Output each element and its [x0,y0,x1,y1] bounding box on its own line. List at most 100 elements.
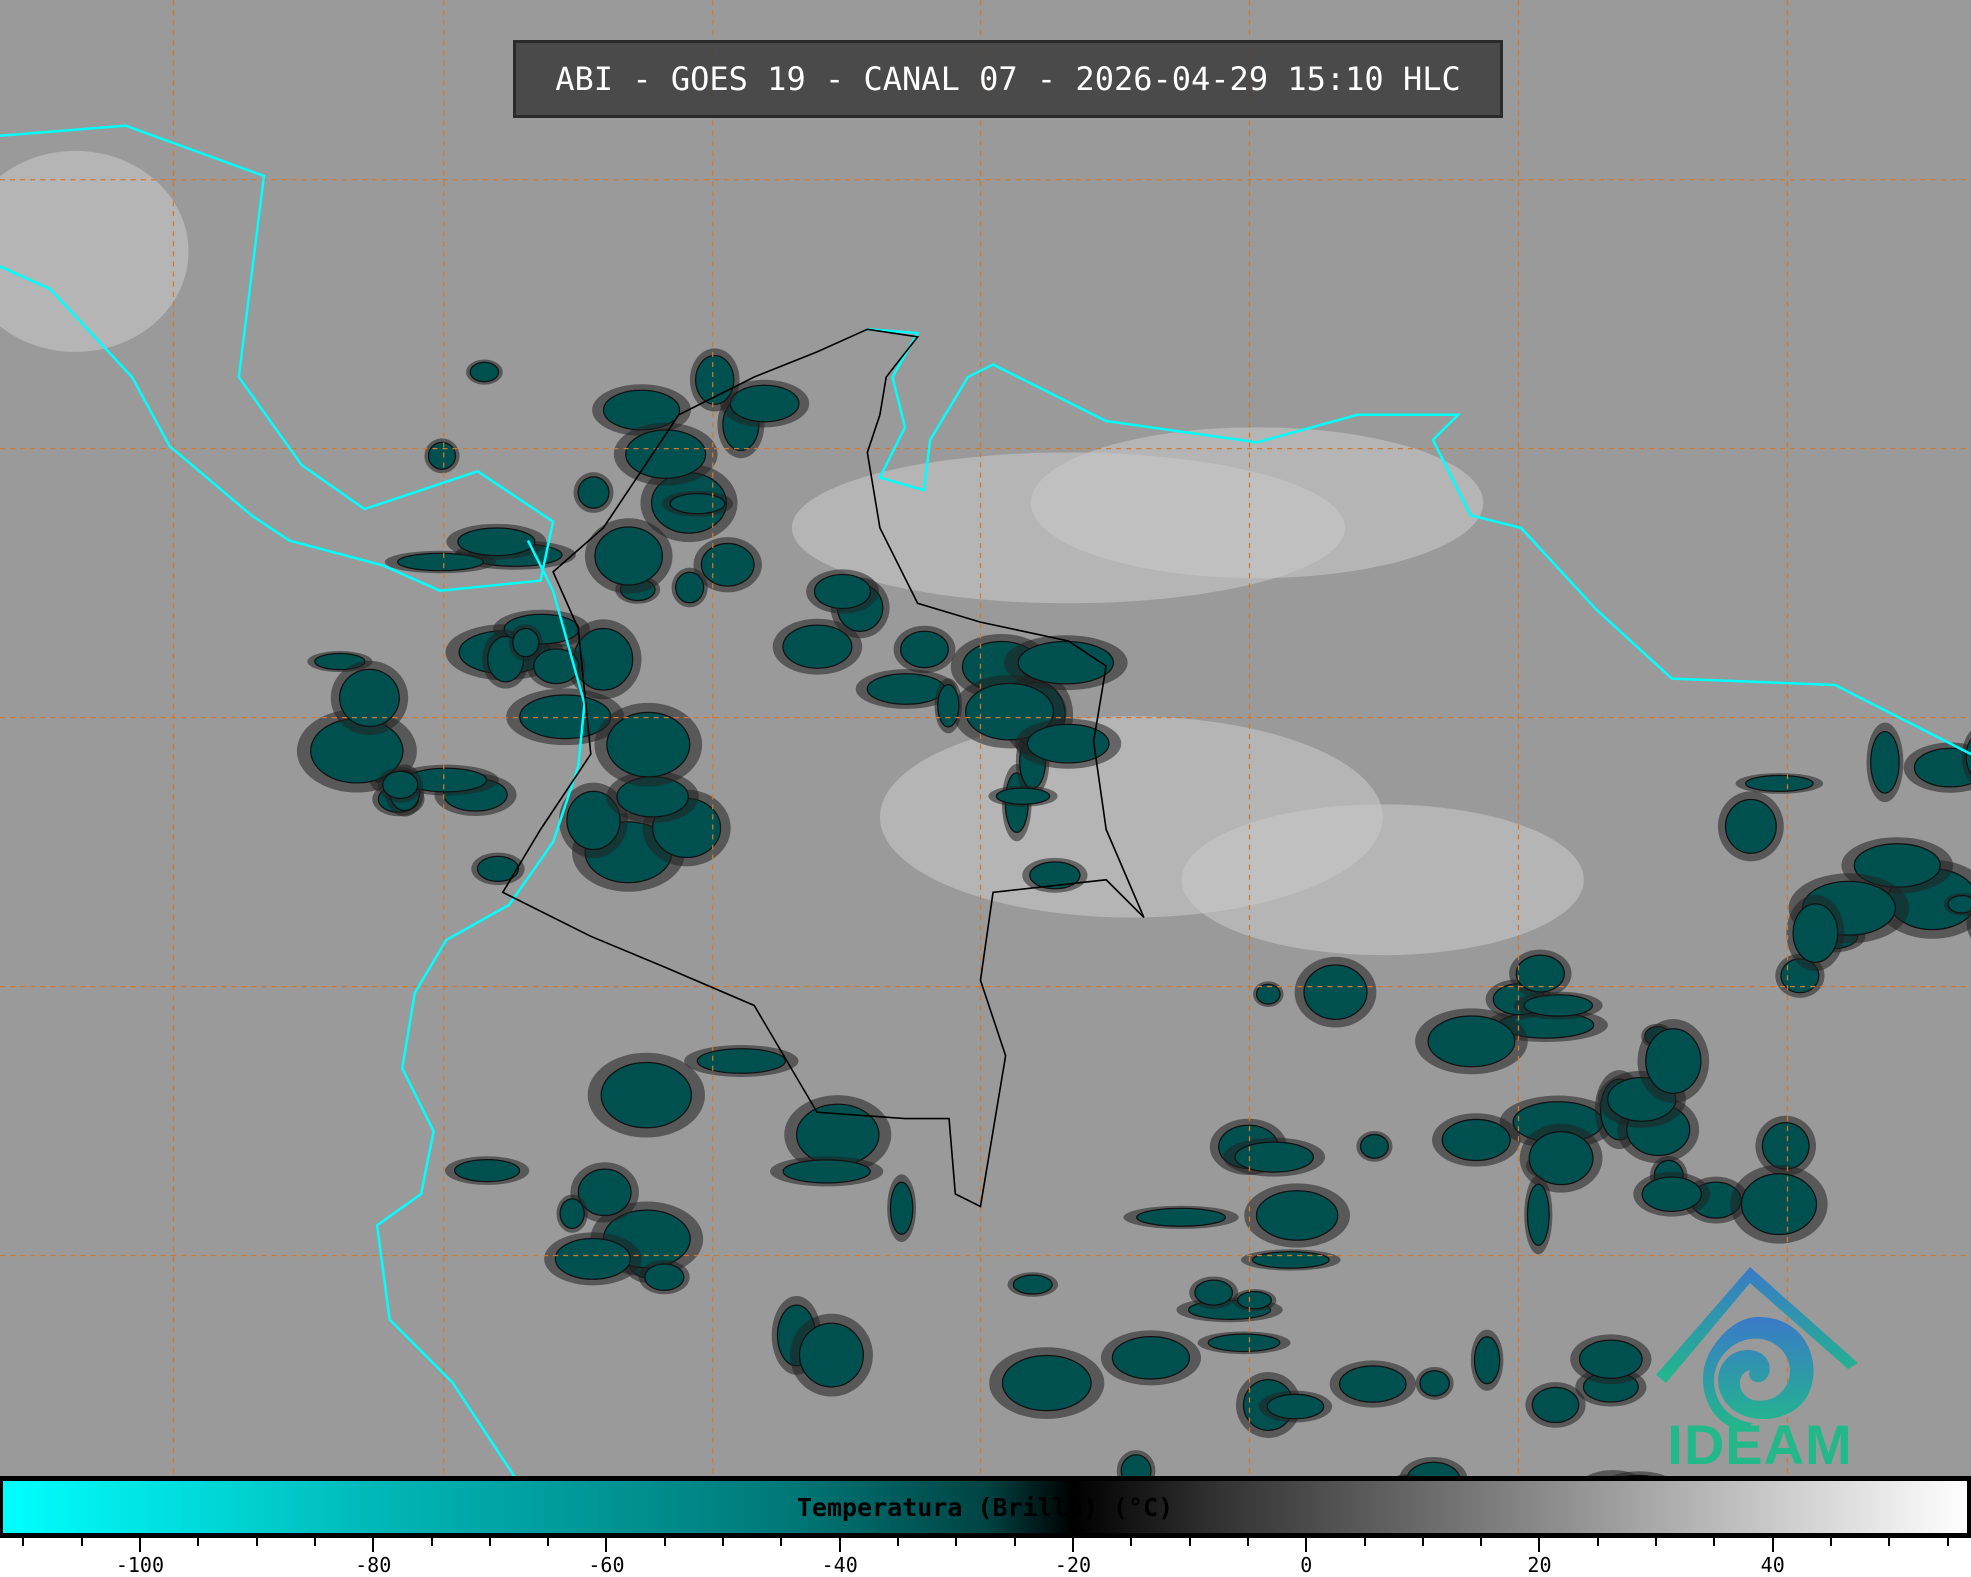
cold-cloud-top [1029,861,1081,890]
tick-label: -80 [355,1553,392,1577]
cold-cloud-top [1338,1365,1407,1403]
colorbar-label: Temperatura (Brillo) (°C) [796,1492,1174,1522]
minor-tick [1246,1538,1249,1546]
colorbar: Temperatura (Brillo) (°C) [3,1481,1967,1533]
minor-tick [1596,1538,1599,1546]
coastline-south-america [375,539,586,1478]
cold-cloud-top [559,1198,585,1230]
minor-tick [1363,1538,1366,1546]
cold-cloud-top [427,441,457,470]
cold-cloud-top [1473,1336,1501,1385]
cold-cloud-top [669,492,726,515]
cold-cloud-top [1515,954,1565,993]
warm-surface-patch [0,150,189,352]
cold-cloud-top [1303,964,1368,1020]
cold-cloud-top [577,476,610,509]
cold-cloud-top [382,770,419,800]
cold-cloud-top [457,527,536,557]
minor-tick [1713,1538,1716,1546]
cold-cloud-top [554,1237,632,1280]
coastline-central-america [0,124,555,592]
cold-cloud-top [1441,1118,1511,1162]
cold-cloud-top [454,1158,521,1183]
cold-cloud-top [577,1168,632,1217]
cold-cloud-top [625,429,707,479]
minor-tick [1013,1538,1016,1546]
minor-tick [80,1538,83,1546]
cold-cloud-top [1026,723,1110,764]
cold-cloud-top [729,384,800,423]
cold-cloud-top [782,1159,871,1184]
title-text: ABI - GOES 19 - CANAL 07 - 2026-04-29 15… [555,60,1461,98]
tick-label: 20 [1527,1553,1552,1577]
minor-tick [430,1538,433,1546]
warm-surface-patch [1030,427,1484,579]
cold-cloud-top [1528,1131,1594,1186]
major-tick [372,1538,375,1552]
minor-tick [1946,1538,1949,1546]
coastline-caribbean [867,328,1971,756]
cold-cloud-top [1740,1173,1818,1236]
cold-cloud-top [1406,1461,1461,1478]
cold-cloud-top [476,855,520,883]
major-tick [1305,1538,1308,1552]
colorbar-ticks: -100 -80 -60 -40 -20 0 20 40 [0,1538,1971,1577]
cold-cloud-top [937,684,960,728]
cold-cloud-top [1523,994,1594,1017]
minor-tick [313,1538,316,1546]
major-tick [1538,1538,1541,1552]
tick-label: -40 [821,1553,858,1577]
lat-lon-grid [0,0,1971,1478]
minor-tick [22,1538,25,1546]
cold-cloud-top [900,630,949,669]
cold-cloud-top [1266,1393,1325,1420]
cold-cloud-top [594,526,664,586]
cold-cloud-top [1947,894,1971,914]
cold-cloud-top [1359,1133,1389,1159]
minor-tick [197,1538,200,1546]
cold-cloud-top [606,711,691,778]
cold-cloud-top [1234,1141,1314,1173]
cold-cloud-top [644,1263,685,1291]
minor-tick [722,1538,725,1546]
cold-cloud-top [1792,903,1839,963]
minor-tick [488,1538,491,1546]
cold-cloud-top [1207,1333,1281,1353]
minor-tick [1188,1538,1191,1546]
cold-cloud-top [1120,1454,1152,1478]
cold-cloud-top [1913,747,1971,788]
minor-tick [1888,1538,1891,1546]
cold-cloud-top [675,571,705,604]
cold-cloud-top [1526,1183,1550,1246]
minor-tick [1830,1538,1833,1546]
tick-label: -20 [1054,1553,1092,1577]
minor-tick [780,1538,783,1546]
cold-cloud-top [1965,738,1971,775]
colombia-border [501,328,1145,1208]
cold-cloud-top [600,1061,693,1129]
cold-cloud-top [1236,1291,1272,1310]
tick-label: -60 [588,1553,625,1577]
tick-label: 0 [1300,1553,1313,1577]
cold-cloud-top [1761,1122,1810,1170]
cold-cloud-top [995,787,1051,805]
major-tick [605,1538,608,1552]
logo-text: IDEAM [1667,1413,1853,1476]
cold-cloud-top [1578,1339,1643,1379]
minor-tick [897,1538,900,1546]
minor-tick [1421,1538,1424,1546]
minor-tick [663,1538,666,1546]
major-tick [1771,1538,1774,1552]
cold-cloud-top [866,673,946,705]
cold-cloud-top [1251,1251,1330,1269]
minor-tick [255,1538,258,1546]
cold-cloud-top [1001,1354,1092,1412]
logo-spiral-icon [1703,1317,1814,1431]
ideam-logo [1656,1267,1858,1431]
cold-cloud-top [512,627,540,658]
image-title: ABI - GOES 19 - CANAL 07 - 2026-04-29 15… [513,40,1503,118]
cloud-shadow [1966,906,1971,939]
cold-cloud-top [339,668,400,728]
cold-cloud-top [889,1181,914,1235]
cold-cloud-top [696,1048,786,1074]
